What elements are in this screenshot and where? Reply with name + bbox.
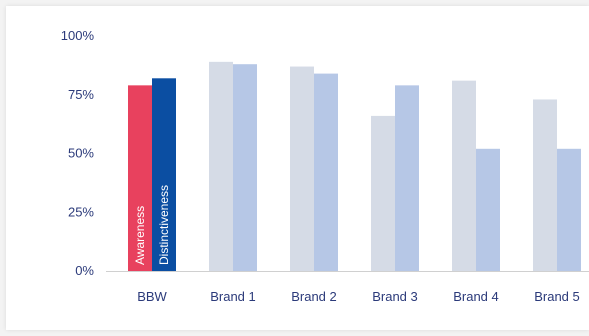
bar-inline-label-awareness: Awareness — [133, 206, 147, 265]
x-category-label: BBW — [137, 289, 167, 304]
bar-distinctiveness-brand-1 — [233, 64, 257, 271]
bar-awareness-brand-1 — [209, 61, 233, 271]
y-tick-label: 100% — [61, 28, 95, 43]
bar-distinctiveness-brand-4 — [476, 148, 500, 271]
bars — [128, 61, 581, 272]
y-tick-label: 75% — [68, 87, 94, 102]
x-category-label: Brand 5 — [534, 289, 580, 304]
x-axis-category-labels: BBW Brand 1 Brand 2 Brand 3 Brand 4 Brand 5 — [137, 289, 580, 304]
y-tick-label: 0% — [75, 263, 94, 278]
bar-distinctiveness-brand-5 — [557, 148, 581, 271]
y-axis-tick-labels: 0% 25% 50% 75% 100% — [61, 28, 95, 278]
bar-awareness-brand-5 — [533, 99, 557, 271]
y-tick-label: 25% — [68, 204, 94, 219]
bar-inline-label-distinctiveness: Distinctiveness — [157, 185, 171, 265]
bar-distinctiveness-brand-3 — [395, 85, 419, 271]
bar-awareness-brand-2 — [290, 66, 314, 271]
x-category-label: Brand 4 — [453, 289, 499, 304]
x-category-label: Brand 1 — [210, 289, 256, 304]
chart-card: 0% 25% 50% 75% 100% BBW Brand 1 Brand 2 Brand 3… — [6, 6, 589, 330]
y-tick-label: 50% — [68, 146, 94, 161]
bar-distinctiveness-brand-2 — [314, 73, 338, 271]
bar-awareness-brand-3 — [371, 115, 395, 272]
bar-distinctiveness-bbw — [152, 78, 176, 271]
x-category-label: Brand 2 — [291, 289, 337, 304]
bar-awareness-bbw — [128, 85, 152, 271]
bar-awareness-brand-4 — [452, 80, 476, 272]
bar-chart: 0% 25% 50% 75% 100% BBW Brand 1 Brand 2 Brand 3… — [61, 28, 589, 304]
bar-inline-labels: Awareness Distinctiveness — [133, 185, 171, 265]
x-category-label: Brand 3 — [372, 289, 418, 304]
